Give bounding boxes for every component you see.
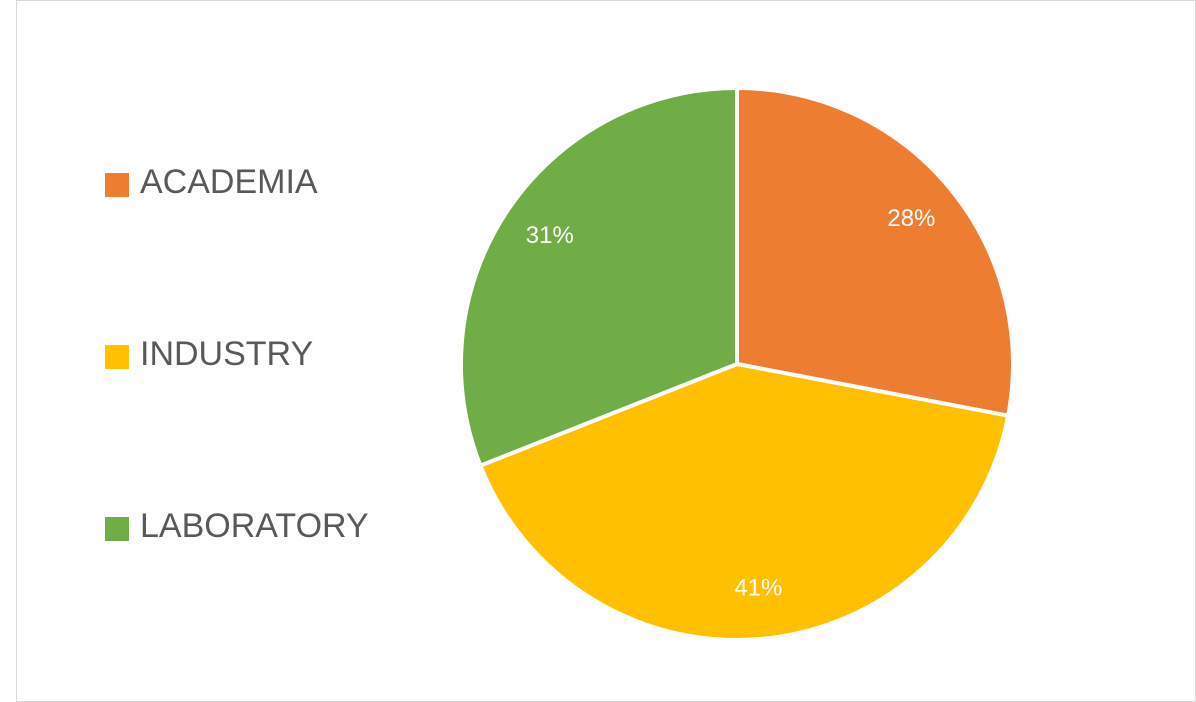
pie-slice xyxy=(459,86,739,468)
data-label: 31% xyxy=(526,222,574,249)
legend-label: INDUSTRY xyxy=(140,335,313,373)
data-label: 41% xyxy=(734,575,782,602)
pie-slice xyxy=(478,362,1011,642)
pie-slice xyxy=(735,86,1015,418)
legend-label: ACADEMIA xyxy=(140,163,318,201)
legend-swatch xyxy=(105,517,129,541)
legend-swatch xyxy=(105,173,129,197)
legend-label: LABORATORY xyxy=(140,507,369,545)
data-label: 28% xyxy=(887,205,935,232)
legend-swatch xyxy=(105,345,129,369)
